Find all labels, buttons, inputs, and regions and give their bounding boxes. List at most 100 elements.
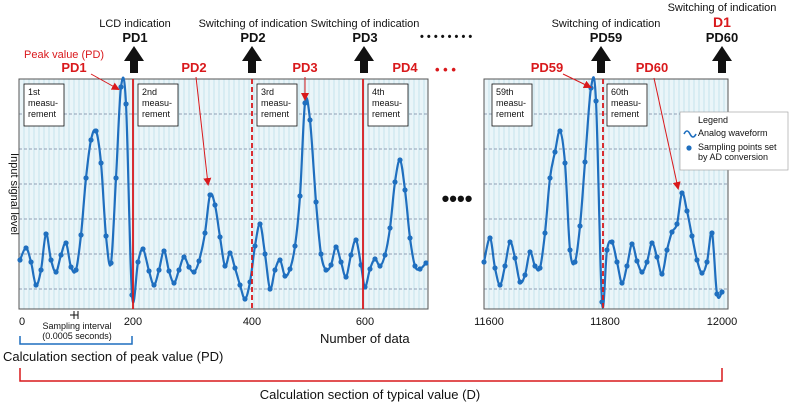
sample-point [217,234,223,240]
wave-icon [683,130,697,138]
sample-point [151,282,157,288]
sample-point [196,258,202,264]
indication-label: PD59 [590,30,623,45]
grid-frame [18,78,429,310]
legend-item-label: Analog waveform [698,128,768,138]
sample-point [237,282,243,288]
sample-point [412,263,418,269]
indication-label: PD60 [706,30,739,45]
sample-point [557,128,563,134]
sample-point [487,235,493,241]
sample-point [73,267,79,273]
sample-point [123,101,129,107]
sample-point [282,273,288,279]
indication-caption: Switching of indication [199,18,308,30]
sample-point [292,243,298,249]
sample-point [609,239,615,245]
sample-point [567,247,573,253]
measurement-box: 60th measu-rement [606,83,648,127]
sample-point [68,264,74,270]
sample-point [392,179,398,185]
sample-point [232,265,238,271]
typical-section-label: Calculation section of typical value (D) [260,387,480,402]
sample-point [709,230,715,236]
sample-point [272,267,278,273]
typical-section-bracket [19,368,723,382]
sample-point [367,266,373,272]
sample-point [242,296,248,302]
sample-point [191,269,197,275]
sample-point [547,175,553,181]
sample-point [669,229,675,235]
sample-point [113,175,119,181]
sample-point [118,84,124,90]
indication-caption: LCD indication [99,18,171,30]
sample-point [532,263,538,269]
sample-point [267,286,273,292]
sample-point [382,252,388,258]
peak-value-label: Peak value (PD) [24,49,104,61]
indication-label: PD3 [352,30,377,45]
sample-point [262,251,268,257]
peak-section-bracket [19,336,133,345]
sampling-interval-label: Sampling interval [42,321,111,331]
sample-point [629,241,635,247]
sample-point [257,221,263,227]
top-ellipsis: • • • • • • • • [420,31,472,43]
sample-point [664,247,670,253]
indication-arrow-icon [124,46,144,73]
sample-point [624,263,630,269]
sample-point [176,267,182,273]
sample-point [417,266,423,272]
sample-point [83,175,89,181]
peak-label: PD3 [292,60,317,75]
measurement-box: 4th measu-rement [367,83,409,127]
measurement-box: 3rd measu-rement [256,83,298,127]
sample-point [252,243,258,249]
sample-point [227,250,233,256]
legend: Legend Analog waveform Sampling points set… [679,111,789,171]
sample-point [297,193,303,199]
sample-point [654,254,660,260]
pointer-arrow [195,76,212,186]
sample-point [98,160,104,166]
indication-arrow-icon [242,46,262,73]
sample-point [644,259,650,265]
big-ellipsis: •••• [442,186,473,211]
sample-point [537,265,543,271]
indication-arrow-icon [712,46,732,73]
pointer-arrow [90,73,120,90]
sample-point [517,279,523,285]
sample-point [48,257,54,263]
measurement-label: 3rd measu-rement [261,87,291,119]
measurement-box: 59th measu-rement [491,83,533,127]
sample-point [502,263,508,269]
measurement-box-frame [256,83,298,127]
indication-label: PD2 [240,30,265,45]
measurement-box-frame [23,83,65,127]
peak-section-label: Calculation section of peak value (PD) [3,349,223,364]
sample-point [542,230,548,236]
sample-point [146,268,152,274]
sample-point [140,246,146,252]
sample-point [43,231,49,237]
x-axis-label: Number of data [320,331,410,346]
panel-1-grid [18,78,429,310]
peak-label: PD2 [181,60,206,75]
sample-point [63,240,69,246]
measurement-label: 59th measu-rement [496,87,526,119]
measurement-box: 1st measu-rement [23,83,65,127]
legend-title: Legend [698,115,728,125]
sample-point [423,260,429,266]
x-tick-label: 600 [356,316,374,328]
pointer-arrow [562,73,592,89]
sample-point [659,271,665,277]
sample-point [135,259,141,265]
sample-point [103,233,109,239]
sample-point [328,262,334,268]
measurement-label: 4th measu-rement [372,87,402,119]
sample-point [171,280,177,286]
legend-frame [679,111,789,171]
sample-point [507,239,513,245]
